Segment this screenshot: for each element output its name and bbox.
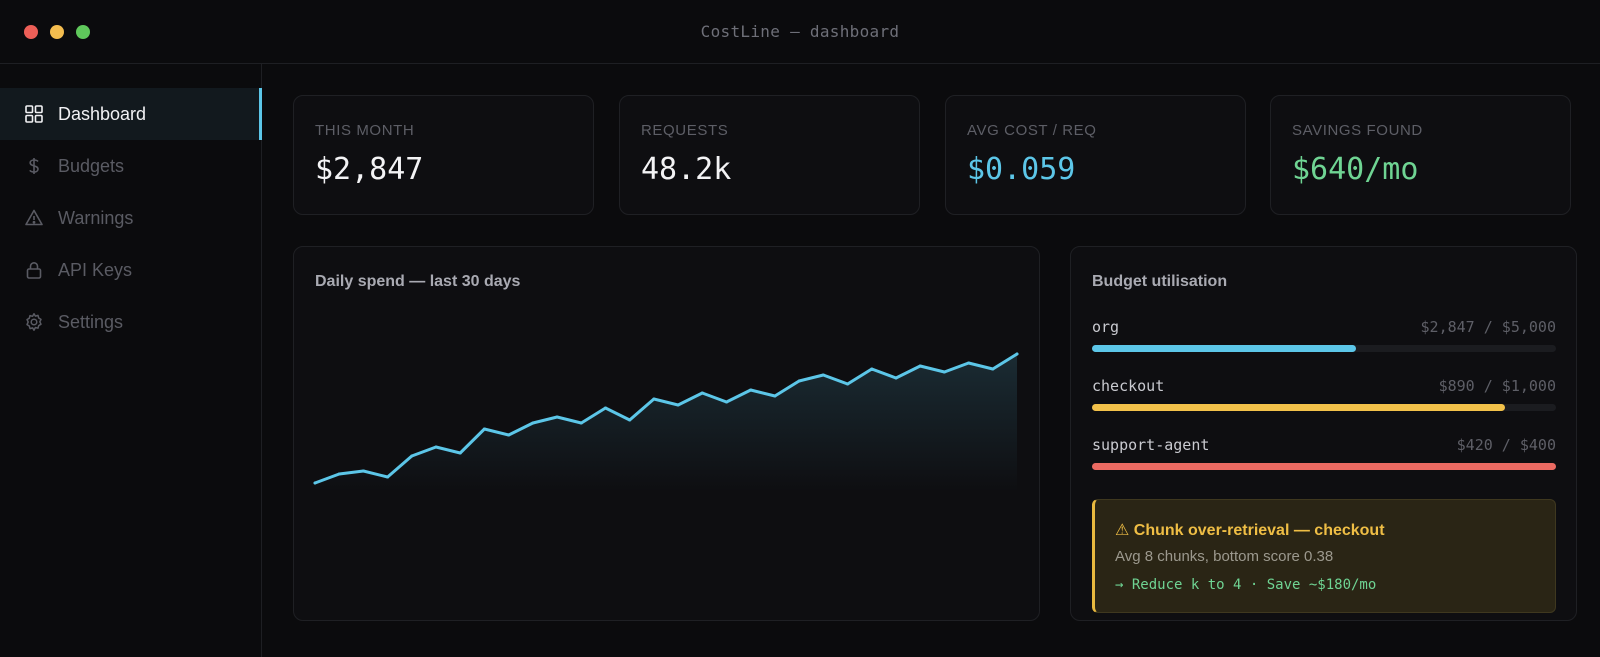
- close-window-button[interactable]: [24, 25, 38, 39]
- spend-point-day-29: [991, 367, 995, 371]
- grid-icon: [24, 104, 44, 124]
- window-controls: [24, 25, 90, 39]
- spend-point-day-4: [386, 475, 390, 479]
- spend-point-day-1: [313, 481, 317, 485]
- spend-point-day-3: [361, 469, 365, 473]
- stat-label: SAVINGS FOUND: [1292, 122, 1423, 139]
- daily-spend-panel: Daily spend — last 30 days: [293, 246, 1040, 621]
- warning-triangle-icon: [24, 208, 44, 228]
- budget-progress-fill: [1092, 345, 1357, 352]
- sidebar: Dashboard Budgets Warnings: [0, 64, 262, 657]
- budget-name: org: [1092, 318, 1120, 336]
- spend-point-day-15: [652, 397, 656, 401]
- stat-card-savings: SAVINGS FOUND $640/mo: [1270, 95, 1571, 215]
- zoom-window-button[interactable]: [76, 25, 90, 39]
- stat-label: AVG COST / REQ: [967, 122, 1097, 139]
- sidebar-item-label: Settings: [58, 311, 124, 332]
- spend-series-line: [313, 352, 1019, 485]
- stat-value: $2,847: [315, 152, 424, 187]
- daily-spend-chart: [313, 352, 1019, 492]
- spend-point-day-11: [555, 415, 559, 419]
- budget-amount: $420 / $400: [1456, 436, 1556, 454]
- panel-title: Daily spend — last 30 days: [315, 273, 521, 290]
- budget-amount: $890 / $1,000: [1438, 377, 1556, 395]
- warning-action-link[interactable]: → Reduce k to 4 · Save ~$180/mo: [1115, 577, 1377, 593]
- spend-point-day-6: [434, 445, 438, 449]
- spend-point-day-13: [603, 406, 607, 410]
- stat-card-this-month: THIS MONTH $2,847: [293, 95, 594, 215]
- budget-name: checkout: [1092, 377, 1165, 395]
- budget-progress-track: [1092, 345, 1556, 352]
- lock-icon: [24, 260, 44, 280]
- minimize-window-button[interactable]: [50, 25, 64, 39]
- spend-point-day-19: [749, 388, 753, 392]
- spend-point-day-24: [870, 367, 874, 371]
- budget-progress-track: [1092, 463, 1556, 470]
- sidebar-item-api-keys[interactable]: API Keys: [0, 244, 261, 296]
- spend-point-day-28: [967, 361, 971, 365]
- sidebar-item-budgets[interactable]: Budgets: [0, 140, 261, 192]
- stat-label: REQUESTS: [641, 122, 729, 139]
- warning-description: Avg 8 chunks, bottom score 0.38: [1115, 548, 1334, 565]
- spend-point-day-8: [482, 427, 486, 431]
- budget-progress-fill: [1092, 463, 1556, 470]
- budget-utilisation-panel: Budget utilisation org $2,847 / $5,000 c…: [1070, 246, 1577, 621]
- budget-amount: $2,847 / $5,000: [1420, 318, 1556, 336]
- spend-point-day-21: [797, 379, 801, 383]
- sidebar-item-settings[interactable]: Settings: [0, 296, 261, 348]
- spend-area-fill: [315, 354, 1017, 492]
- window-title: CostLine — dashboard: [700, 22, 900, 41]
- stat-value: $640/mo: [1292, 152, 1419, 187]
- dollar-icon: [24, 156, 44, 176]
- sidebar-item-label: Budgets: [58, 155, 125, 176]
- main-content: THIS MONTH $2,847 REQUESTS 48.2k AVG COS…: [262, 64, 1600, 657]
- warning-title: ⚠ Chunk over-retrieval — checkout: [1115, 522, 1385, 539]
- spend-point-day-16: [676, 403, 680, 407]
- spend-point-day-7: [458, 451, 462, 455]
- spend-point-day-23: [846, 382, 850, 386]
- sidebar-item-label: Dashboard: [58, 103, 147, 124]
- stat-label: THIS MONTH: [315, 122, 415, 139]
- budget-name: support-agent: [1092, 436, 1210, 454]
- sidebar-item-label: API Keys: [58, 259, 133, 280]
- warning-card[interactable]: ⚠ Chunk over-retrieval — checkout Avg 8 …: [1092, 499, 1556, 613]
- panel-title: Budget utilisation: [1092, 273, 1228, 290]
- spend-point-day-22: [821, 373, 825, 377]
- stat-value: 48.2k: [641, 152, 732, 187]
- spend-point-day-17: [700, 391, 704, 395]
- spend-point-day-10: [531, 421, 535, 425]
- sidebar-item-label: Warnings: [58, 207, 134, 228]
- gear-icon: [24, 312, 44, 332]
- stat-card-requests: REQUESTS 48.2k: [619, 95, 920, 215]
- spend-point-day-20: [773, 394, 777, 398]
- spend-point-day-2: [337, 472, 341, 476]
- spend-point-day-5: [410, 454, 414, 458]
- spend-point-day-30: [1015, 352, 1019, 356]
- budget-progress-fill: [1092, 404, 1505, 411]
- spend-point-day-18: [725, 400, 729, 404]
- stat-card-avg-cost: AVG COST / REQ $0.059: [945, 95, 1246, 215]
- spend-point-day-26: [918, 364, 922, 368]
- title-bar: CostLine — dashboard: [0, 0, 1600, 64]
- spend-point-day-12: [579, 421, 583, 425]
- spend-point-day-9: [507, 433, 511, 437]
- budget-progress-track: [1092, 404, 1556, 411]
- spend-point-day-27: [942, 370, 946, 374]
- sidebar-item-warnings[interactable]: Warnings: [0, 192, 261, 244]
- sidebar-item-dashboard[interactable]: Dashboard: [0, 88, 262, 140]
- spend-point-day-25: [894, 376, 898, 380]
- spend-point-day-14: [628, 418, 632, 422]
- stat-value: $0.059: [967, 152, 1076, 187]
